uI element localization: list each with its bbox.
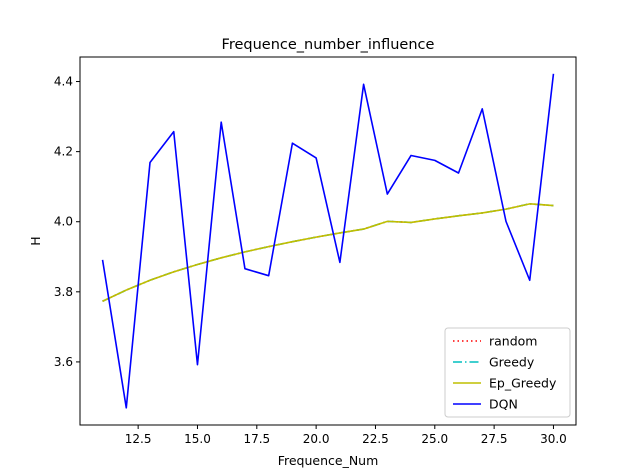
x-axis-ticks: 12.5 15.0 17.5 20.0 22.5 25.0 27.5 30.0 bbox=[125, 425, 567, 446]
legend-label-random: random bbox=[489, 334, 537, 349]
y-tick-label: 3.6 bbox=[54, 355, 73, 369]
legend-box bbox=[444, 327, 571, 418]
y-tick-label: 3.8 bbox=[54, 285, 73, 299]
y-axis-label: H bbox=[28, 236, 43, 245]
x-tick-label: 12.5 bbox=[125, 432, 152, 446]
x-axis-label: Frequence_Num bbox=[278, 453, 379, 468]
chart-title: Frequence_number_influence bbox=[222, 37, 435, 53]
legend-label-ep-greedy: Ep_Greedy bbox=[489, 376, 557, 391]
legend-label-dqn: DQN bbox=[489, 397, 518, 412]
legend: random Greedy Ep_Greedy DQN bbox=[444, 327, 571, 418]
x-tick-label: 27.5 bbox=[481, 432, 508, 446]
x-tick-label: 25.0 bbox=[421, 432, 448, 446]
x-tick-label: 17.5 bbox=[243, 432, 270, 446]
x-tick-label: 22.5 bbox=[362, 432, 389, 446]
x-tick-label: 20.0 bbox=[303, 432, 330, 446]
series-layer bbox=[101, 73, 555, 409]
plot-frame bbox=[79, 56, 577, 426]
x-tick-label: 15.0 bbox=[184, 432, 211, 446]
x-tick-label: 30.0 bbox=[540, 432, 567, 446]
series-line-dqn bbox=[101, 73, 555, 409]
y-tick-label: 4.0 bbox=[54, 215, 73, 229]
y-tick-label: 4.2 bbox=[54, 145, 73, 159]
y-tick-label: 4.4 bbox=[54, 75, 73, 89]
y-axis-ticks: 3.6 3.8 4.0 4.2 4.4 bbox=[54, 75, 80, 369]
legend-label-greedy: Greedy bbox=[489, 355, 535, 370]
series-line-ep-greedy bbox=[102, 203, 554, 303]
